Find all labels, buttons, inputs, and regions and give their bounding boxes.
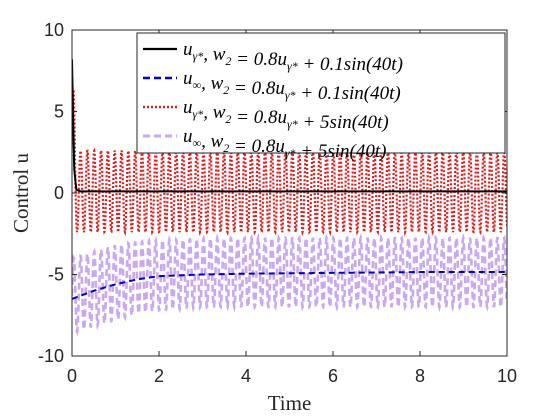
legend-text-part: γ* (285, 88, 296, 102)
tick-labels: 0 2 4 6 8 10 -10 -5 0 5 10 (38, 20, 517, 386)
legend-text-part: , w (203, 102, 226, 123)
legend-text-part: γ* (285, 146, 296, 160)
legend-text-part: γ* (287, 59, 298, 73)
y-tick-label: -5 (48, 265, 64, 285)
legend-text-part: , w (201, 131, 224, 152)
legend-text-part: γ* (287, 117, 298, 131)
legend-text-part: , w (203, 44, 226, 65)
y-tick-label: 0 (54, 183, 64, 203)
y-tick-label: 10 (44, 20, 64, 40)
x-tick-label: 4 (241, 366, 251, 386)
legend-text-part: u (183, 126, 193, 147)
legend-box (136, 32, 506, 154)
series-u-gamma-5sin (72, 89, 507, 237)
x-tick-label: 2 (154, 366, 164, 386)
x-tick-label: 10 (497, 366, 517, 386)
x-tick-label: 8 (415, 366, 425, 386)
legend-text-part: + 0.1sin(40t) (298, 54, 403, 75)
legend-text-part: = 0.8u (229, 136, 285, 157)
legend-text-part: = 0.8u (231, 49, 287, 70)
legend-text-part: 2 (225, 112, 231, 126)
x-tick-label: 6 (328, 366, 338, 386)
y-tick-label: 5 (54, 102, 64, 122)
legend-text-part: ∞ (193, 136, 202, 150)
series-u-inf-5sin (72, 232, 507, 337)
legend-entry: u∞, w2 = 0.8uγ* + 5sin(40t) (183, 126, 387, 162)
legend-text-part: = 0.8u (229, 78, 285, 99)
legend: uγ*, w2 = 0.8uγ* + 0.1sin(40t)u∞, w2 = 0… (136, 32, 506, 162)
series-u-gamma-0.1sin (72, 59, 507, 193)
legend-text-part: + 0.1sin(40t) (296, 83, 401, 104)
legend-text-part: ∞ (193, 78, 202, 92)
legend-text-part: 2 (223, 141, 229, 155)
legend-text-part: γ* (193, 107, 204, 121)
x-axis-label: Time (268, 391, 312, 415)
legend-text-part: γ* (193, 49, 204, 63)
legend-text-part: u (183, 68, 193, 89)
legend-entry: u∞, w2 = 0.8uγ* + 0.1sin(40t) (183, 68, 401, 104)
legend-text-part: u (183, 39, 193, 60)
legend-text-part: u (183, 97, 193, 118)
legend-text-part: 2 (225, 54, 231, 68)
y-tick-label: -10 (38, 346, 64, 366)
x-tick-label: 0 (67, 366, 77, 386)
plot-series (72, 59, 507, 337)
legend-text-part: = 0.8u (231, 107, 287, 128)
legend-text-part: 2 (223, 83, 229, 97)
legend-entry: uγ*, w2 = 0.8uγ* + 0.1sin(40t) (183, 39, 403, 75)
legend-entry: uγ*, w2 = 0.8uγ* + 5sin(40t) (183, 97, 389, 133)
legend-text-part: + 5sin(40t) (298, 112, 389, 133)
y-axis-label: Control u (9, 153, 33, 233)
legend-text-part: , w (201, 73, 224, 94)
legend-text-part: + 5sin(40t) (296, 141, 387, 162)
